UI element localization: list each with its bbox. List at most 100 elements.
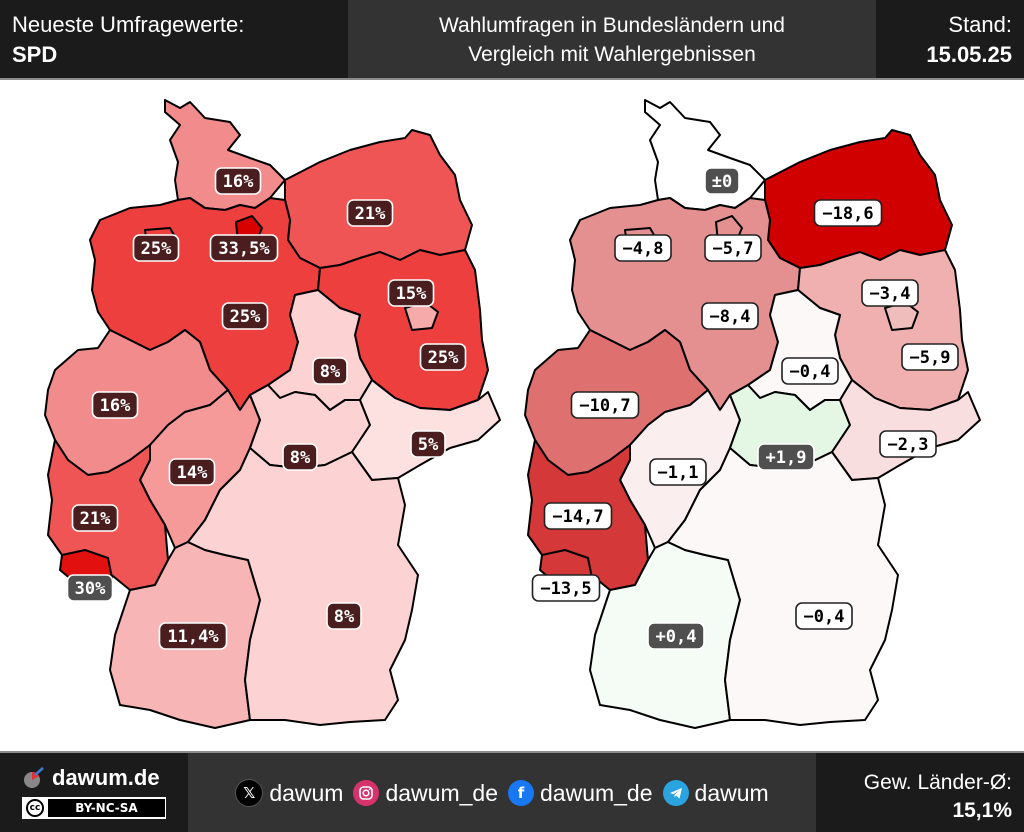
- telegram-icon: [662, 780, 689, 806]
- left-map-value-text: 8%: [334, 607, 355, 627]
- right-map-value-text: −0,4: [804, 607, 845, 627]
- left-map-value-label: 21%: [71, 504, 119, 532]
- maps-area: 16% 21% 25% 33,5% 25% 15% 25% 8% 16% 8% 5% 14% 21% 30…: [0, 80, 1024, 750]
- right-map-value-label: −4,8: [614, 234, 672, 262]
- right-map-value-text: −10,7: [579, 396, 630, 416]
- left-map-value-text: 25%: [230, 307, 261, 327]
- left-map-value-text: 16%: [223, 172, 254, 192]
- right-map-value-label: −8,4: [701, 302, 759, 330]
- left-map-value-label: 8%: [326, 602, 362, 630]
- left-map-value-label: 8%: [312, 357, 348, 385]
- map-left: 16% 21% 25% 33,5% 25% 15% 25% 8% 16% 8% 5% 14% 21% 30…: [44, 99, 501, 729]
- left-map-value-label: 8%: [282, 443, 318, 471]
- left-map-value-text: 33,5%: [218, 239, 270, 259]
- left-map-value-label: 25%: [221, 302, 269, 330]
- left-map-value-text: 11,4%: [167, 627, 219, 647]
- left-map-value-text: 8%: [290, 448, 311, 468]
- header-left: Neueste Umfragewerte: SPD: [0, 0, 348, 78]
- right-map-value-text: +1,9: [766, 448, 807, 468]
- left-map-value-label: 25%: [419, 343, 467, 371]
- right-map-value-label: +0,4: [647, 622, 705, 650]
- right-map-state-schleswig-holstein: [644, 99, 766, 211]
- left-map-state-bayern: [187, 447, 419, 726]
- footer-social: 𝕏 dawum dawum_de f dawum_de dawum: [188, 753, 816, 832]
- date-value: 15.05.25: [926, 42, 1012, 67]
- right-map-value-label: ±0: [704, 167, 740, 195]
- right-map-value-label: −2,3: [879, 430, 937, 458]
- maps-svg: 16% 21% 25% 33,5% 25% 15% 25% 8% 16% 8% 5% 14% 21% 30…: [44, 99, 981, 729]
- social-instagram[interactable]: dawum_de: [353, 780, 498, 807]
- right-map-value-text: −2,3: [888, 435, 929, 455]
- right-map-value-label: −3,4: [861, 279, 919, 307]
- right-map-value-text: −18,6: [822, 204, 873, 224]
- left-map-value-text: 16%: [100, 396, 131, 416]
- social-telegram-handle: dawum: [694, 779, 769, 806]
- right-map-value-text: −8,4: [710, 307, 751, 327]
- right-map-value-text: −3,4: [870, 284, 911, 304]
- right-map-value-text: +0,4: [656, 627, 697, 647]
- instagram-icon: [353, 780, 380, 806]
- right-map-value-text: −0,4: [790, 362, 831, 382]
- footer-left: dawum.de cc BY-NC-SA: [0, 753, 188, 832]
- license-text: BY-NC-SA: [48, 799, 165, 817]
- right-map-state-mecklenburg-vorpommern: [764, 129, 953, 269]
- left-map-value-label: 16%: [214, 167, 262, 195]
- footer-divider: [0, 751, 1024, 753]
- right-map-value-label: −13,5: [531, 574, 601, 602]
- map-right: ±0 −18,6 −4,8 −5,7 −8,4 −3,4 −5,9 −0,4 −10,7 +1,9…: [524, 99, 981, 729]
- social-x-handle: dawum: [269, 779, 344, 806]
- header-divider: [0, 78, 1024, 80]
- title-line-2: Vergleich mit Wahlergebnissen: [468, 43, 756, 66]
- right-map-value-text: −5,9: [910, 348, 951, 368]
- right-map-value-label: −1,1: [649, 458, 707, 486]
- average-value: 15,1%: [952, 799, 1012, 822]
- title-line-1: Wahlumfragen in Bundesländern und: [439, 14, 785, 37]
- party-name: SPD: [12, 42, 58, 67]
- left-map-value-label: 21%: [346, 199, 394, 227]
- license-badge[interactable]: cc BY-NC-SA: [22, 797, 166, 819]
- social-facebook[interactable]: f dawum_de: [508, 780, 653, 807]
- right-map-value-text: −5,7: [713, 239, 754, 259]
- social-instagram-handle: dawum_de: [385, 779, 498, 806]
- left-map-value-text: 15%: [396, 284, 427, 304]
- brand-name: dawum.de: [52, 765, 160, 790]
- right-map-value-label: −5,9: [901, 343, 959, 371]
- left-map-value-label: 11,4%: [158, 622, 228, 650]
- left-map-value-label: 14%: [168, 458, 216, 486]
- right-map-value-label: −14,7: [543, 502, 613, 530]
- right-map-value-text: ±0: [712, 172, 732, 192]
- left-map-value-label: 25%: [132, 234, 180, 262]
- left-map-value-text: 8%: [320, 362, 341, 382]
- left-map-value-label: 5%: [410, 430, 446, 458]
- left-map-value-text: 25%: [141, 239, 172, 259]
- left-map-value-text: 30%: [75, 579, 106, 599]
- right-map-state-bayern: [667, 447, 899, 726]
- right-map-value-text: −13,5: [540, 579, 591, 599]
- right-map-value-label: +1,9: [757, 443, 815, 471]
- brand[interactable]: dawum.de: [22, 765, 160, 791]
- right-map-value-text: −4,8: [623, 239, 664, 259]
- left-map-state-mecklenburg-vorpommern: [284, 129, 473, 269]
- dawum-logo-icon: [24, 767, 44, 788]
- average-label: Gew. Länder-Ø:: [863, 771, 1012, 794]
- header-right: Stand: 15.05.25: [876, 0, 1024, 78]
- right-map-value-label: −0,4: [795, 602, 853, 630]
- right-map-value-label: −5,7: [704, 234, 762, 262]
- left-map-value-text: 5%: [418, 435, 439, 455]
- social-facebook-handle: dawum_de: [540, 779, 653, 806]
- cc-icon: cc: [26, 799, 44, 817]
- header-title: Wahlumfragen in Bundesländern und Vergle…: [348, 0, 876, 78]
- right-map-value-label: −0,4: [781, 357, 839, 385]
- facebook-icon: f: [508, 780, 534, 806]
- left-map-value-label: 15%: [387, 279, 435, 307]
- left-map-value-label: 16%: [91, 391, 139, 419]
- right-map-value-label: −10,7: [570, 391, 640, 419]
- x-icon: 𝕏: [235, 779, 264, 807]
- left-map-value-label: 33,5%: [209, 234, 279, 262]
- social-x[interactable]: 𝕏 dawum: [235, 779, 343, 807]
- left-map-value-text: 21%: [80, 509, 111, 529]
- social-telegram[interactable]: dawum: [662, 779, 769, 807]
- date-label: Stand:: [948, 12, 1012, 37]
- left-map-value-text: 25%: [428, 348, 459, 368]
- right-map-value-text: −1,1: [658, 463, 699, 483]
